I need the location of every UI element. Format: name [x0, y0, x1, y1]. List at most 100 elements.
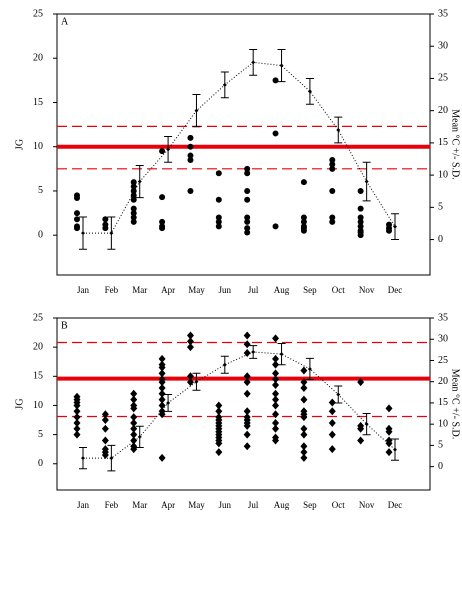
temperature-point — [222, 82, 227, 87]
jg-point — [300, 424, 308, 433]
jg-point — [300, 453, 308, 462]
plot-frame — [56, 317, 431, 491]
y-tick-label: 15 — [33, 97, 43, 108]
jg-point — [385, 427, 393, 436]
jg-point — [300, 395, 308, 404]
jg-point — [272, 354, 280, 363]
y2-tick-label: 0 — [438, 461, 443, 472]
jg-point — [186, 343, 194, 352]
x-tick-label: Aug — [274, 285, 290, 295]
y2-tick-label: 35 — [438, 8, 448, 19]
temperature-point — [81, 456, 85, 461]
jg-point — [215, 214, 222, 221]
jg-point — [73, 424, 81, 433]
jg-point — [272, 424, 280, 433]
jg-point — [272, 369, 280, 378]
jg-point — [300, 218, 307, 225]
x-tick-label: Sep — [303, 285, 317, 295]
jg-point — [158, 389, 166, 398]
y-tick-label: 0 — [38, 458, 43, 469]
jg-point — [158, 378, 166, 387]
jg-point — [300, 413, 308, 422]
y-tick-label: 20 — [33, 341, 43, 352]
jg-point — [272, 401, 280, 410]
temperature-point — [194, 108, 199, 113]
jg-point — [244, 214, 251, 221]
jg-point — [328, 418, 336, 427]
y-tick-label: 0 — [38, 229, 43, 240]
jg-point — [357, 424, 365, 433]
jg-point — [300, 378, 308, 387]
y2-tick-label: 25 — [438, 355, 448, 366]
x-tick-label: May — [188, 285, 205, 295]
jg-point — [329, 161, 336, 168]
jg-point — [215, 196, 222, 203]
jg-point — [215, 448, 223, 457]
temperature-point — [194, 379, 199, 384]
y2-tick-label: 5 — [438, 202, 443, 213]
temperature-point — [137, 179, 142, 184]
x-tick-label: Feb — [105, 500, 119, 510]
y2-axis-label: Mean °C +/- S.D. — [450, 369, 461, 439]
jg-point — [357, 232, 364, 239]
jg-point — [130, 179, 137, 186]
jg-point — [357, 223, 364, 230]
jg-point — [130, 196, 137, 203]
y-axis-label: JG — [14, 398, 25, 409]
jg-point — [101, 436, 109, 445]
jg-point — [243, 407, 251, 416]
jg-point — [272, 436, 280, 445]
jg-point — [215, 170, 222, 177]
temperature-point — [336, 392, 341, 397]
x-tick-label: Dec — [388, 285, 403, 295]
jg-point — [102, 216, 109, 223]
panel-label: A — [61, 16, 69, 27]
jg-point — [243, 421, 251, 430]
y2-tick-label: 15 — [438, 397, 448, 408]
y2-tick-label: 0 — [438, 234, 443, 245]
jg-point — [73, 413, 81, 422]
jg-point — [272, 334, 280, 343]
jg-point — [329, 218, 336, 225]
jg-point — [130, 418, 138, 427]
jg-point — [243, 378, 251, 387]
jg-point — [158, 354, 166, 363]
x-tick-label: Dec — [388, 500, 403, 510]
jg-point — [357, 214, 364, 221]
jg-point — [102, 225, 109, 232]
jg-point — [328, 398, 336, 407]
y2-tick-label: 30 — [438, 334, 448, 345]
jg-point — [187, 187, 194, 194]
jg-point — [215, 439, 223, 448]
jg-point — [130, 192, 137, 199]
x-tick-label: Jun — [219, 285, 232, 295]
jg-point — [130, 214, 137, 221]
jg-point — [73, 418, 81, 427]
y-tick-label: 10 — [33, 400, 43, 411]
temperature-point — [166, 147, 171, 152]
jg-point — [74, 210, 80, 217]
temperature-point — [109, 456, 114, 461]
jg-point — [272, 130, 279, 137]
jg-point — [159, 148, 166, 155]
x-tick-label: Mar — [132, 285, 147, 295]
temperature-point — [279, 352, 284, 357]
jg-point — [386, 227, 392, 234]
jg-point — [215, 223, 222, 230]
jg-point — [272, 381, 280, 390]
temperature-point — [364, 422, 369, 427]
jg-point — [215, 401, 223, 410]
panel-label: B — [61, 320, 68, 331]
y2-tick-label: 20 — [438, 105, 448, 116]
jg-point — [158, 401, 166, 410]
jg-point — [73, 407, 81, 416]
jg-point — [158, 410, 166, 419]
temperature-point — [307, 89, 312, 94]
jg-point — [215, 218, 222, 225]
jg-point — [272, 418, 280, 427]
y-tick-label: 25 — [33, 8, 43, 19]
jg-point — [186, 372, 194, 381]
jg-point — [244, 218, 251, 225]
jg-point — [187, 152, 194, 159]
